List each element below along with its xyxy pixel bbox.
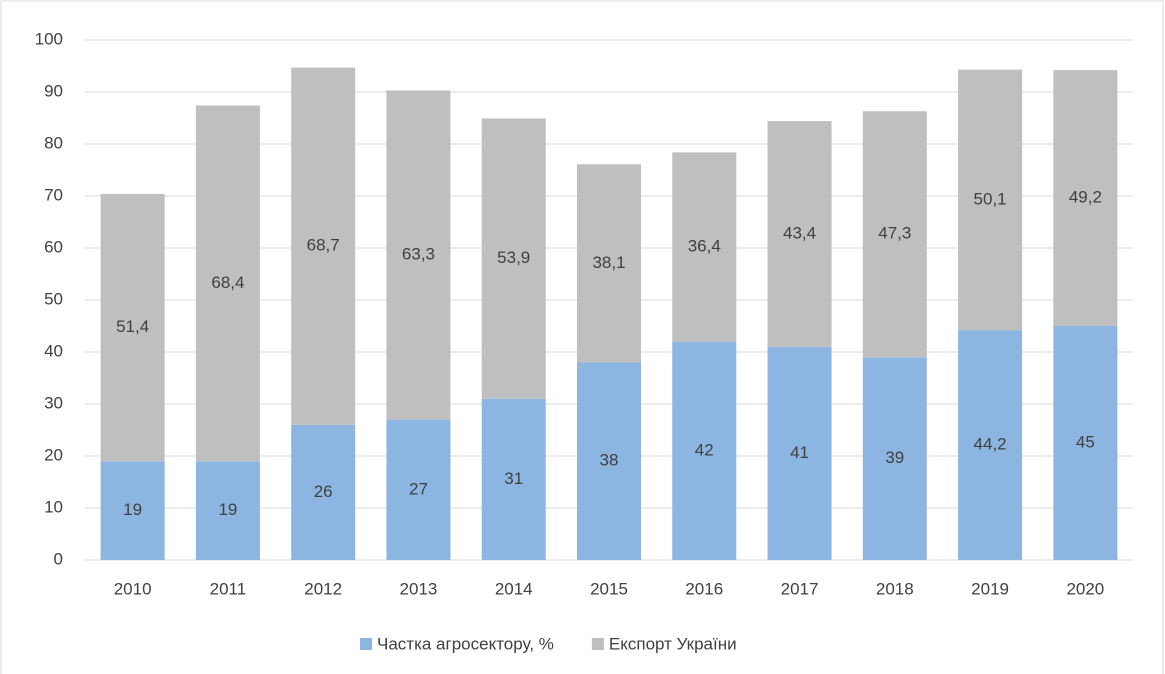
data-label: 31 xyxy=(504,469,523,488)
legend-swatch xyxy=(360,638,372,650)
data-label: 19 xyxy=(123,500,142,519)
bar-segment xyxy=(577,362,641,560)
x-tick-label: 2018 xyxy=(876,579,914,598)
data-label: 39 xyxy=(885,448,904,467)
bar-segment xyxy=(386,90,451,420)
bar-segment xyxy=(100,193,165,462)
data-label: 41 xyxy=(790,443,809,462)
bar-segment xyxy=(1053,70,1118,326)
bar-segment xyxy=(958,330,1023,560)
bar-segment xyxy=(481,118,546,399)
bar-segment xyxy=(195,105,260,462)
bar-segment xyxy=(672,152,737,342)
x-tick-label: 2016 xyxy=(685,579,723,598)
y-tick-label: 100 xyxy=(35,29,63,48)
data-label: 47,3 xyxy=(878,224,911,243)
data-label: 49,2 xyxy=(1069,188,1102,207)
y-tick-label: 10 xyxy=(44,497,63,516)
y-tick-label: 80 xyxy=(44,133,63,152)
x-tick-label: 2020 xyxy=(1066,579,1104,598)
legend-swatch xyxy=(591,638,604,650)
y-tick-label: 40 xyxy=(44,341,63,360)
bar-segment xyxy=(1053,326,1118,560)
data-label: 38 xyxy=(600,451,619,470)
y-tick-label: 20 xyxy=(44,445,63,464)
data-label: 44,2 xyxy=(974,435,1007,454)
bar-segment xyxy=(195,461,260,560)
data-label: 19 xyxy=(218,500,237,519)
data-label: 68,4 xyxy=(211,273,244,292)
bar-segment xyxy=(291,424,356,560)
x-tick-label: 2015 xyxy=(590,579,628,598)
x-tick-label: 2011 xyxy=(210,579,247,598)
y-tick-label: 90 xyxy=(44,81,63,100)
bar-segment xyxy=(291,67,356,425)
bar-segment xyxy=(767,121,832,347)
x-tick-label: 2014 xyxy=(495,579,533,598)
data-label: 43,4 xyxy=(783,223,816,242)
x-tick-label: 2019 xyxy=(971,579,1009,598)
data-label: 53,9 xyxy=(497,248,530,267)
data-label: 36,4 xyxy=(688,236,721,255)
bar-segment xyxy=(672,341,737,560)
bar-segment xyxy=(481,398,546,560)
x-tick-label: 2012 xyxy=(304,579,342,598)
data-label: 26 xyxy=(314,482,333,501)
data-label: 68,7 xyxy=(307,236,340,255)
data-label: 42 xyxy=(695,440,714,459)
data-label: 38,1 xyxy=(592,253,625,272)
y-tick-label: 50 xyxy=(44,289,63,308)
data-label: 45 xyxy=(1076,432,1095,451)
x-tick-label: 2017 xyxy=(781,579,819,598)
bar-segment xyxy=(100,461,165,560)
legend-label: Експорт України xyxy=(609,634,737,653)
x-tick-label: 2013 xyxy=(400,579,438,598)
legend-label: Частка агросектору, % xyxy=(377,634,554,653)
data-label: 63,3 xyxy=(402,245,435,264)
bar-segment xyxy=(862,357,927,560)
y-tick-label: 60 xyxy=(44,237,63,256)
bar-segment xyxy=(577,164,641,363)
y-tick-label: 30 xyxy=(44,393,63,412)
bar-segment xyxy=(767,346,832,560)
bar-segment xyxy=(386,419,451,560)
y-tick-label: 0 xyxy=(54,549,63,568)
data-label: 50,1 xyxy=(974,189,1007,208)
data-label: 51,4 xyxy=(116,317,149,336)
data-label: 27 xyxy=(409,479,428,498)
x-tick-label: 2010 xyxy=(114,579,152,598)
bar-segment xyxy=(862,111,927,358)
bar-segment xyxy=(958,69,1023,331)
y-tick-label: 70 xyxy=(44,185,63,204)
